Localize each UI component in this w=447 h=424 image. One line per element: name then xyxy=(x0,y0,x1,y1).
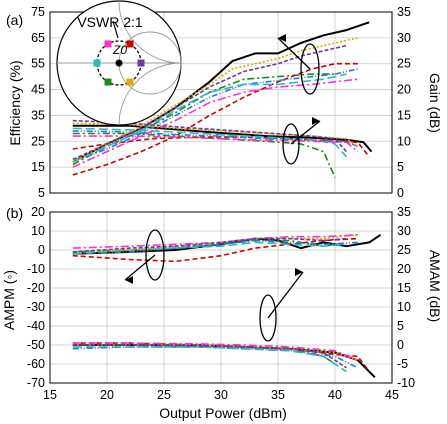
annotation-ellipse xyxy=(259,294,277,342)
gain-tick-label: 0 xyxy=(397,186,404,200)
annotation-ellipse xyxy=(145,229,165,281)
series-gain-line xyxy=(72,119,347,153)
efficiency-tick-label: 15 xyxy=(31,160,45,174)
series-ampm-line xyxy=(72,237,347,253)
annotation-ellipse xyxy=(300,43,320,95)
amam-tick-label: 5 xyxy=(397,319,404,333)
annotation-arrow-line xyxy=(267,271,304,319)
gain-tick-label: 15 xyxy=(397,108,411,122)
impedance-point-marker xyxy=(93,59,101,67)
amam-tick-label: 0 xyxy=(397,338,404,352)
series-ampm-line xyxy=(72,237,358,263)
panel-a-label: (a) xyxy=(6,12,23,28)
amam-tick-label: 25 xyxy=(397,243,411,257)
ampm-tick-label: -50 xyxy=(27,338,45,352)
amam-axis-label: AMAM (dB) xyxy=(427,250,443,322)
impedance-point-marker xyxy=(104,40,112,48)
series-gain-line xyxy=(72,135,359,153)
gain-axis-label: Gain (dB) xyxy=(427,73,443,133)
ampm-tick-label: 0 xyxy=(38,243,45,257)
series-gain-line xyxy=(72,127,347,158)
x-tick-label: 35 xyxy=(271,388,285,402)
x-axis-label: Output Power (dBm) xyxy=(159,405,287,421)
series-eff-line xyxy=(72,78,358,168)
ampm-tick-label: -70 xyxy=(27,376,45,390)
annotation-arrowhead xyxy=(278,34,286,42)
x-tick-label: 25 xyxy=(157,388,171,402)
ampm-tick-label: 20 xyxy=(31,205,45,219)
series-eff-line xyxy=(72,37,358,163)
ampm-tick-label: 10 xyxy=(31,224,45,238)
gain-tick-label: 25 xyxy=(397,57,411,71)
efficiency-tick-label: 75 xyxy=(31,5,45,19)
annotation-arrow-line xyxy=(290,120,321,145)
gain-tick-label: 20 xyxy=(397,83,411,97)
series-ampm-line xyxy=(72,239,358,255)
amam-tick-label: 10 xyxy=(397,300,411,314)
impedance-point-marker xyxy=(104,78,112,86)
efficiency-tick-label: 65 xyxy=(31,31,45,45)
amam-tick-label: 30 xyxy=(397,224,411,238)
annotation-arrow-line xyxy=(277,37,311,70)
x-tick-label: 20 xyxy=(100,388,114,402)
series-eff-line xyxy=(72,73,347,163)
gain-tick-label: 30 xyxy=(397,31,411,45)
series-eff-line xyxy=(72,44,347,161)
impedance-point-marker xyxy=(126,78,134,86)
chart-labels: (a) (b) Efficiency (%) Gain (dB) AMPM (◦… xyxy=(1,12,443,421)
x-tick-label: 30 xyxy=(214,388,228,402)
efficiency-tick-label: 5 xyxy=(38,186,45,200)
amam-tick-label: -5 xyxy=(397,357,408,371)
amam-tick-label: -10 xyxy=(397,376,415,390)
annotation-arrowhead xyxy=(312,117,320,125)
amam-tick-label: 20 xyxy=(397,262,411,276)
series-amam-line xyxy=(72,342,359,361)
panel-b: -70-60-50-40-30-20-1001020-10-5051015202… xyxy=(27,205,415,402)
efficiency-tick-label: 45 xyxy=(31,83,45,97)
series-amam-line xyxy=(72,344,347,369)
gain-tick-label: 35 xyxy=(397,5,411,19)
amam-tick-label: 35 xyxy=(397,205,411,219)
annotation-ellipse xyxy=(282,123,300,165)
gain-tick-label: 5 xyxy=(397,160,404,174)
series-eff-line xyxy=(72,68,358,163)
z0-label: Z0 xyxy=(112,43,127,57)
annotation-arrow-line xyxy=(124,254,156,281)
efficiency-tick-label: 35 xyxy=(31,108,45,122)
efficiency-tick-label: 25 xyxy=(31,134,45,148)
z0-point xyxy=(115,59,123,67)
ampm-tick-label: -30 xyxy=(27,300,45,314)
annotation-arrowhead xyxy=(295,268,303,276)
x-tick-label: 45 xyxy=(385,388,399,402)
series-gain-line xyxy=(72,122,359,148)
annotation-arrowhead xyxy=(125,276,133,284)
efficiency-axis-label: Efficiency (%) xyxy=(7,60,23,145)
inset-title: VSWR 2:1 xyxy=(77,14,143,30)
series-amam-line xyxy=(72,346,347,373)
ampm-axis-label: AMPM (◦) xyxy=(1,270,17,330)
x-tick-label: 15 xyxy=(43,388,57,402)
ampm-tick-label: -60 xyxy=(27,357,45,371)
ampm-tick-label: -10 xyxy=(27,262,45,276)
ampm-tick-label: -20 xyxy=(27,281,45,295)
x-tick-label: 40 xyxy=(328,388,342,402)
ampm-tick-label: -40 xyxy=(27,319,45,333)
impedance-point-marker xyxy=(137,59,145,67)
smith-chart-inset: Z0 xyxy=(56,0,182,126)
plot-frame xyxy=(49,11,393,194)
efficiency-tick-label: 55 xyxy=(31,57,45,71)
series-eff-line xyxy=(72,73,335,166)
series-eff-line xyxy=(72,62,358,176)
gain-tick-label: 10 xyxy=(397,134,411,148)
plot-frame xyxy=(49,211,393,384)
inset-pointer-line xyxy=(112,20,119,39)
panel-b-label: (b) xyxy=(6,205,23,221)
amam-tick-label: 15 xyxy=(397,281,411,295)
impedance-point-marker xyxy=(126,40,134,48)
